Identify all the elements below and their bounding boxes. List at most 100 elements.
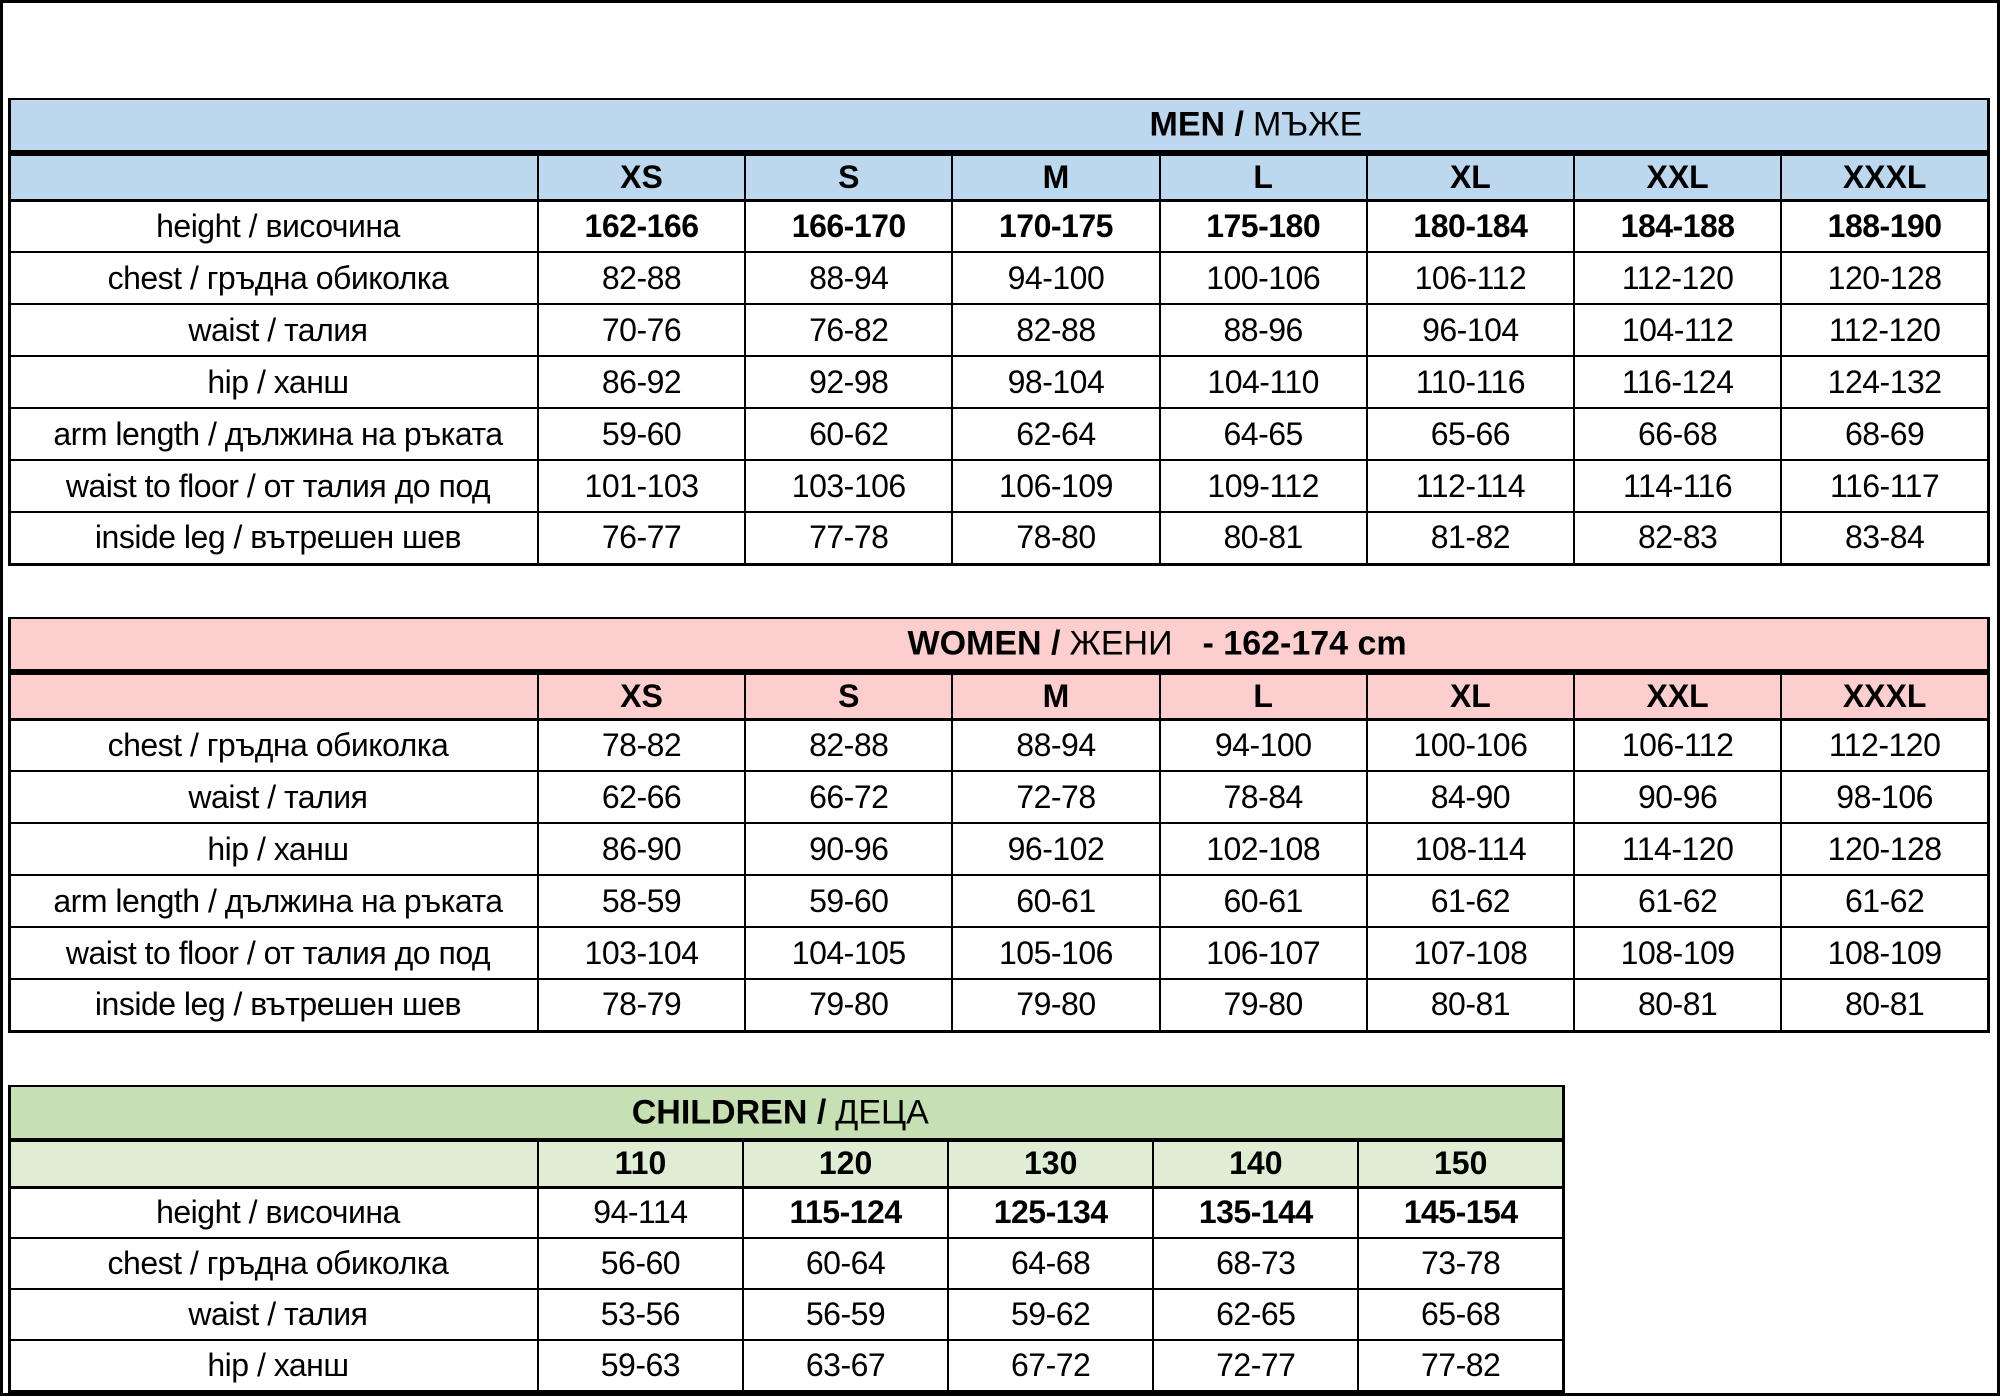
- size-value-cell: 106-107: [1158, 926, 1368, 980]
- size-value-cell: 72-78: [951, 770, 1161, 824]
- row-label-cell: inside leg / вътрешен шев: [8, 978, 539, 1032]
- size-value-cell: 112-120: [1572, 251, 1783, 305]
- size-value-cell: 68-73: [1152, 1237, 1360, 1290]
- section-title: WOMEN / ЖЕНИ - 162-174 cm: [907, 626, 1406, 660]
- column-header-cell: 130: [947, 1139, 1155, 1189]
- size-value-cell: 106-112: [1572, 718, 1783, 772]
- size-value-cell: 90-96: [744, 822, 954, 876]
- size-value-cell: 78-84: [1158, 770, 1368, 824]
- size-value-cell: 59-60: [744, 874, 954, 928]
- size-value-cell: 103-106: [744, 459, 954, 513]
- section-title-row: MEN / МЪЖЕ: [8, 98, 1990, 156]
- section-title-bar: CHILDREN / ДЕЦА: [8, 1085, 1565, 1142]
- women-size-table: WOMEN / ЖЕНИ - 162-174 cm XS S M L XL XXL XXXL che…: [8, 617, 1990, 1033]
- size-value-cell: 63-67: [741, 1339, 950, 1392]
- row-label-cell: arm length / дължина на ръката: [8, 874, 539, 928]
- size-value-cell: 80-81: [1780, 978, 1990, 1032]
- size-value-cell: 135-144: [1152, 1186, 1360, 1239]
- size-value-cell: 58-59: [536, 874, 747, 928]
- table-row: inside leg / вътрешен шев 76-77 77-78 78-80…: [8, 511, 1990, 565]
- size-value-cell: 53-56: [536, 1288, 744, 1341]
- size-value-cell: 60-61: [1158, 874, 1368, 928]
- column-header-corner: [8, 1139, 539, 1189]
- size-value-cell: 96-104: [1365, 303, 1576, 357]
- table-row: waist / талия 53-56 56-59 59-62 62-65 65-68: [8, 1288, 1565, 1341]
- size-value-cell: 62-66: [536, 770, 747, 824]
- table-row: chest / гръдна обиколка 78-82 82-88 88-94 94…: [8, 718, 1990, 772]
- size-value-cell: 104-105: [744, 926, 954, 980]
- size-value-cell: 59-62: [947, 1288, 1155, 1341]
- size-value-cell: 108-114: [1365, 822, 1576, 876]
- section-title-bar: MEN / МЪЖЕ: [8, 98, 1990, 156]
- column-header-cell: 120: [741, 1139, 950, 1189]
- size-value-cell: 145-154: [1357, 1186, 1565, 1239]
- size-value-cell: 88-94: [744, 251, 954, 305]
- size-value-cell: 92-98: [744, 355, 954, 409]
- column-header-cell: XXL: [1572, 152, 1783, 202]
- size-value-cell: 66-72: [744, 770, 954, 824]
- size-value-cell: 110-116: [1365, 355, 1576, 409]
- size-value-cell: 77-78: [744, 511, 954, 565]
- size-value-cell: 78-80: [951, 511, 1161, 565]
- size-value-cell: 68-69: [1780, 407, 1990, 461]
- table-row: waist to floor / от талия до под 103-104 1…: [8, 926, 1990, 980]
- column-header-row: XS S M L XL XXL XXXL: [8, 152, 1990, 202]
- title-text: MEN /: [1149, 105, 1244, 144]
- size-value-cell: 81-82: [1365, 511, 1576, 565]
- column-header-cell: XXL: [1572, 671, 1783, 721]
- section-title-row: WOMEN / ЖЕНИ - 162-174 cm: [8, 617, 1990, 675]
- size-value-cell: 64-68: [947, 1237, 1155, 1290]
- size-value-cell: 86-90: [536, 822, 747, 876]
- size-value-cell: 162-166: [536, 199, 747, 253]
- size-value-cell: 112-114: [1365, 459, 1576, 513]
- row-label-cell: inside leg / вътрешен шев: [8, 511, 539, 565]
- size-value-cell: 112-120: [1780, 718, 1990, 772]
- size-value-cell: 188-190: [1780, 199, 1990, 253]
- section-title-bar: WOMEN / ЖЕНИ - 162-174 cm: [8, 617, 1990, 675]
- row-label-cell: waist / талия: [8, 770, 539, 824]
- size-value-cell: 79-80: [1158, 978, 1368, 1032]
- size-value-cell: 76-77: [536, 511, 747, 565]
- column-header-corner: [8, 152, 539, 202]
- children-size-table: CHILDREN / ДЕЦА 110 120 130 140 150 height / ви…: [8, 1085, 1565, 1393]
- size-value-cell: 98-104: [951, 355, 1161, 409]
- row-label-cell: height / височина: [8, 1186, 539, 1239]
- size-value-cell: 76-82: [744, 303, 954, 357]
- size-value-cell: 94-114: [536, 1186, 744, 1239]
- table-row: hip / ханш 59-63 63-67 67-72 72-77 77-82: [8, 1339, 1565, 1392]
- column-header-cell: XL: [1365, 671, 1576, 721]
- size-value-cell: 70-76: [536, 303, 747, 357]
- size-value-cell: 73-78: [1357, 1237, 1565, 1290]
- size-value-cell: 56-59: [741, 1288, 950, 1341]
- column-header-cell: L: [1158, 152, 1368, 202]
- table-row: chest / гръдна обиколка 82-88 88-94 94-100 1…: [8, 251, 1990, 305]
- size-value-cell: 80-81: [1572, 978, 1783, 1032]
- table-row: chest / гръдна обиколка 56-60 60-64 64-68 68…: [8, 1237, 1565, 1290]
- row-label-cell: waist to floor / от талия до под: [8, 926, 539, 980]
- size-value-cell: 116-117: [1780, 459, 1990, 513]
- row-label-cell: waist / талия: [8, 1288, 539, 1341]
- size-value-cell: 120-128: [1780, 251, 1990, 305]
- size-value-cell: 101-103: [536, 459, 747, 513]
- row-label-cell: height / височина: [8, 199, 539, 253]
- size-value-cell: 59-60: [536, 407, 747, 461]
- column-header-cell: 150: [1357, 1139, 1565, 1189]
- size-value-cell: 116-124: [1572, 355, 1783, 409]
- table-row: waist / талия 62-66 66-72 72-78 78-84 84-90 90…: [8, 770, 1990, 824]
- size-value-cell: 120-128: [1780, 822, 1990, 876]
- size-value-cell: 77-82: [1357, 1339, 1565, 1392]
- row-label-cell: hip / ханш: [8, 822, 539, 876]
- size-value-cell: 108-109: [1572, 926, 1783, 980]
- column-header-cell: S: [744, 152, 954, 202]
- size-value-cell: 59-63: [536, 1339, 744, 1392]
- size-value-cell: 82-88: [744, 718, 954, 772]
- size-value-cell: 115-124: [741, 1186, 950, 1239]
- column-header-cell: M: [951, 671, 1161, 721]
- size-value-cell: 96-102: [951, 822, 1161, 876]
- size-value-cell: 104-112: [1572, 303, 1783, 357]
- size-value-cell: 98-106: [1780, 770, 1990, 824]
- table-row: waist to floor / от талия до под 101-103 1…: [8, 459, 1990, 513]
- size-value-cell: 106-112: [1365, 251, 1576, 305]
- size-value-cell: 65-68: [1357, 1288, 1565, 1341]
- size-value-cell: 114-116: [1572, 459, 1783, 513]
